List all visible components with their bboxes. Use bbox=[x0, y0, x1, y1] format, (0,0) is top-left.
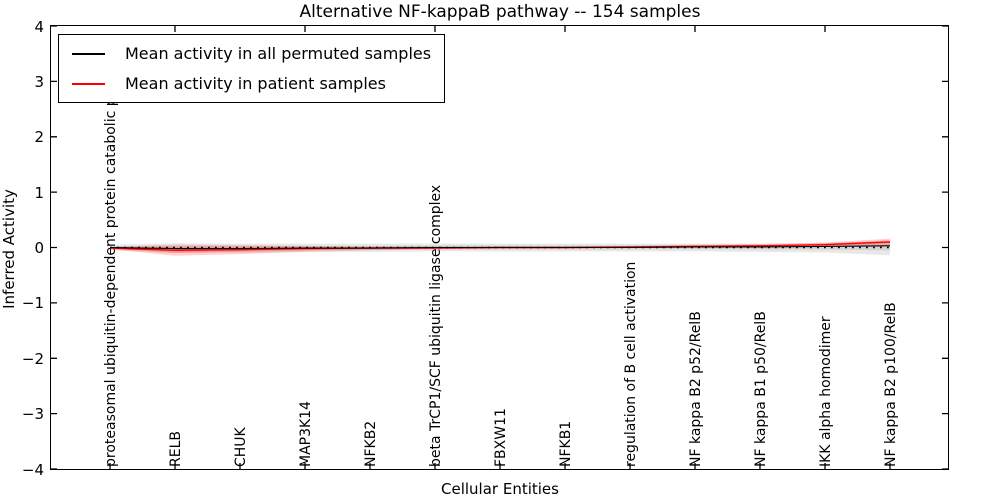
legend-item-patient: Mean activity in patient samples bbox=[72, 73, 431, 94]
x-tick-label: NF kappa B1 p50/RelB bbox=[752, 311, 769, 467]
y-tick-label: −1 bbox=[21, 294, 44, 313]
x-tick-label: beta TrCP1/SCF ubiquitin ligase complex bbox=[427, 184, 444, 467]
chart-title: Alternative NF-kappaB pathway -- 154 sam… bbox=[299, 2, 701, 22]
band-inner-0 bbox=[110, 243, 890, 251]
x-tick-label: IKK alpha homodimer bbox=[817, 316, 834, 467]
x-tick-label: MAP3K14 bbox=[297, 400, 314, 467]
legend-label-patient: Mean activity in patient samples bbox=[125, 74, 386, 93]
x-tick-label: RELB bbox=[167, 431, 184, 467]
legend: Mean activity in all permuted samples Me… bbox=[58, 34, 446, 103]
band-inner-1 bbox=[110, 240, 890, 254]
y-tick-label: −3 bbox=[21, 405, 44, 424]
band-outer-1 bbox=[110, 238, 890, 256]
x-tick-label: proteasomal ubiquitin-dependent protein … bbox=[102, 52, 119, 467]
y-tick-label: 1 bbox=[34, 183, 44, 202]
y-tick-label: 0 bbox=[34, 239, 44, 257]
y-tick-label: 3 bbox=[34, 72, 44, 91]
y-tick-label: 4 bbox=[34, 17, 44, 36]
legend-label-permuted: Mean activity in all permuted samples bbox=[125, 44, 432, 63]
x-tick-label: NF kappa B2 p100/RelB bbox=[882, 302, 899, 467]
x-tick-label: NF kappa B2 p52/RelB bbox=[687, 311, 704, 467]
x-tick-label: NFKB2 bbox=[362, 420, 379, 467]
legend-item-permuted: Mean activity in all permuted samples bbox=[72, 43, 431, 64]
x-tick-label: FBXW11 bbox=[492, 408, 509, 467]
x-tick-label: NFKB1 bbox=[557, 420, 574, 467]
x-tick-label: regulation of B cell activation bbox=[622, 261, 639, 467]
y-tick-label: 2 bbox=[34, 128, 44, 147]
y-tick-label: −4 bbox=[21, 460, 44, 479]
legend-swatch-0 bbox=[72, 52, 105, 55]
plot-area: Mean activity in all permuted samples Me… bbox=[50, 25, 949, 470]
legend-swatch-1 bbox=[72, 82, 105, 85]
band-outer-0 bbox=[110, 241, 890, 256]
patient-mean-line bbox=[109, 241, 891, 251]
y-tick-label: −2 bbox=[21, 349, 44, 368]
permuted-mean-line bbox=[109, 245, 891, 250]
x-axis-label: Cellular Entities bbox=[441, 480, 559, 498]
x-tick-label: CHUK bbox=[232, 427, 249, 467]
